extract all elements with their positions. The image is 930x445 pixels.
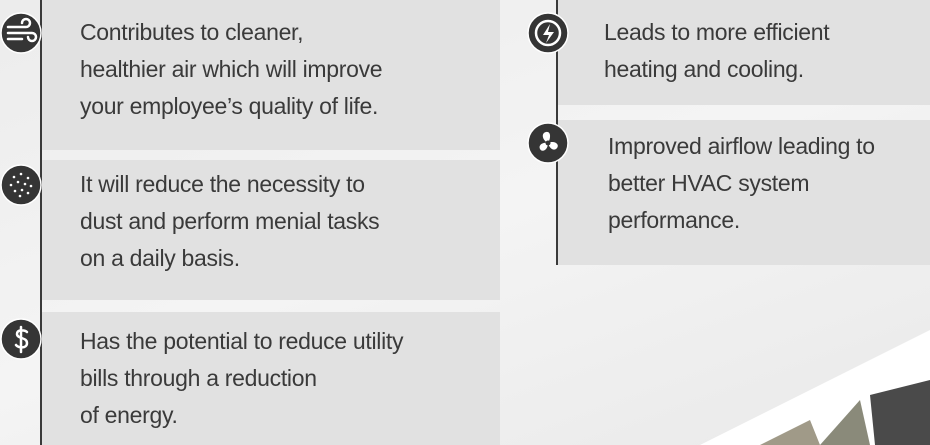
page: Contributes to cleaner, healthier air wh… xyxy=(0,0,930,445)
item-text: Leads to more efficient heating and cool… xyxy=(604,14,829,88)
text-line: bills through a reduction xyxy=(80,360,403,397)
fan-icon xyxy=(527,122,569,164)
item-text: Contributes to cleaner, healthier air wh… xyxy=(80,14,382,125)
text-line: Has the potential to reduce utility xyxy=(80,323,403,360)
text-line: Leads to more efficient xyxy=(604,14,829,51)
item-text: It will reduce the necessity to dust and… xyxy=(80,166,379,277)
wind-icon xyxy=(0,12,42,54)
text-line: heating and cooling. xyxy=(604,51,829,88)
energy-icon xyxy=(527,12,569,54)
text-line: Contributes to cleaner, xyxy=(80,14,382,51)
text-line: It will reduce the necessity to xyxy=(80,166,379,203)
text-line: dust and perform menial tasks xyxy=(80,203,379,240)
text-line: healthier air which will improve xyxy=(80,51,382,88)
text-line: of energy. xyxy=(80,397,403,434)
item-text: Has the potential to reduce utility bill… xyxy=(80,323,403,434)
text-line: better HVAC system xyxy=(608,165,875,202)
text-line: your employee’s quality of life. xyxy=(80,88,382,125)
text-line: performance. xyxy=(608,202,875,239)
dust-icon xyxy=(0,164,42,206)
item-text: Improved airflow leading to better HVAC … xyxy=(608,128,875,239)
text-line: Improved airflow leading to xyxy=(608,128,875,165)
dollar-icon xyxy=(0,318,42,360)
text-line: on a daily basis. xyxy=(80,240,379,277)
